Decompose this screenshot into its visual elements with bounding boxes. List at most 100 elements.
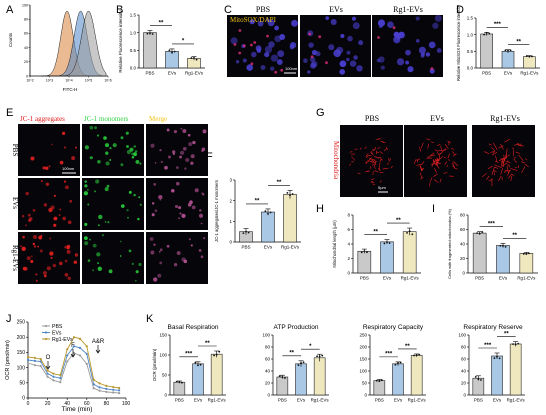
data-point <box>300 362 302 364</box>
data-point <box>388 242 391 244</box>
data-point <box>413 354 415 357</box>
data-point <box>289 194 291 197</box>
y-tick-label: 0 <box>364 393 367 398</box>
cell-signal <box>166 128 170 132</box>
cell-signal <box>97 262 100 265</box>
axis-label-y: OCR (pmol/min) <box>5 340 11 380</box>
legend-marker <box>44 337 48 341</box>
cell-signal <box>128 249 132 253</box>
micrograph-e-0-1 <box>82 124 144 176</box>
category-label: PBS <box>482 71 491 76</box>
cell-signal <box>134 150 138 153</box>
line-point <box>78 354 82 357</box>
cell-signal <box>104 143 110 148</box>
legend-marker <box>44 324 48 328</box>
cell-signal <box>311 49 318 56</box>
cell-signal <box>150 143 155 148</box>
cell-signal <box>380 65 385 70</box>
y-tick-label: 100 <box>359 369 367 374</box>
bar-evs <box>380 241 394 274</box>
y-tick-label: 60 <box>24 32 28 36</box>
data-point <box>193 56 195 59</box>
mitochondrion <box>436 152 439 155</box>
mitochondrion <box>493 171 495 176</box>
mitochondrion <box>369 157 373 160</box>
cell-signal <box>84 145 89 150</box>
scale-bar-label-g: 5μm <box>378 185 387 190</box>
annotation-o: O <box>46 355 51 361</box>
cell-signal <box>339 60 347 68</box>
category-label: Rg1-EVs <box>517 276 536 281</box>
mitochondrion <box>454 167 458 170</box>
cell-signal <box>405 49 411 56</box>
mitochondrion <box>504 138 511 143</box>
cell-signal <box>43 203 48 207</box>
bar-chart-b: 0.0 0.5 1.0 1.5 Relative Fluorescence intens… <box>118 10 205 76</box>
cell-signal <box>84 184 88 188</box>
significance-label: ** <box>516 39 521 45</box>
axis-label-y: Cells with fragmented mitochondria (%) <box>447 208 452 278</box>
cell-signal <box>270 54 279 62</box>
line-point <box>46 375 49 378</box>
mitochondrion <box>351 161 354 163</box>
line-point <box>66 354 69 357</box>
line-point <box>46 372 49 375</box>
y-tick-label: 50 <box>362 381 368 386</box>
mitochondrion <box>374 146 376 151</box>
cell-signal <box>120 136 124 140</box>
cell-signal <box>32 234 38 240</box>
cell-signal <box>398 32 403 37</box>
cell-signal <box>201 147 206 152</box>
cell-signal <box>53 223 57 227</box>
mitosox-signal <box>253 41 257 44</box>
bar-chart-f: 0 1 2 3 JC-1 aggregates/JC-1 monomers PBS EVs R… <box>214 178 301 250</box>
mitochondrion <box>431 163 434 167</box>
mitochondrion <box>375 156 380 159</box>
cell-signal <box>425 52 431 57</box>
cell-signal <box>159 261 163 265</box>
data-point <box>199 363 202 366</box>
axis-label-x: Time (min) <box>62 406 93 413</box>
line-point <box>59 374 62 377</box>
mitochondrion <box>502 159 505 167</box>
mitochondrion <box>429 182 431 187</box>
bar-pbs <box>143 32 157 69</box>
y-tick-label: 0.5 <box>130 48 137 53</box>
bar-evs <box>491 355 503 396</box>
mitochondrion <box>378 137 381 140</box>
mitochondrion <box>452 151 455 155</box>
axis-label-y: Counts <box>8 32 13 47</box>
line-point <box>98 382 101 385</box>
legend-label-pbs: PBS <box>52 324 63 330</box>
y-tick-label: 250 <box>17 320 26 326</box>
scale-bar-label-e: 100nm <box>62 166 75 171</box>
line-point <box>92 387 95 390</box>
y-tick-label: 40 <box>265 369 271 374</box>
bar-chart-d: 0.0 0.5 1.0 1.5 Relative MitoSOX Fluorescenc… <box>456 4 540 81</box>
x-tick-label: 10^3 <box>46 79 53 83</box>
category-label: EVs <box>504 71 513 76</box>
mitochondrion <box>430 141 435 144</box>
cell-signal <box>154 209 158 212</box>
cell-signal <box>179 212 182 215</box>
data-point <box>242 232 245 235</box>
mitochondrion <box>492 142 498 150</box>
data-point <box>264 210 267 213</box>
cell-signal <box>133 145 136 148</box>
cell-signal <box>157 273 162 278</box>
mitochondrion <box>419 165 423 171</box>
mitochondrion <box>447 140 451 144</box>
mitochondrion <box>508 173 513 179</box>
data-point <box>418 353 421 356</box>
line-point <box>105 384 108 387</box>
data-point <box>531 55 533 58</box>
y-tick-label: 50 <box>162 373 168 378</box>
bar-rg1-evs <box>519 253 534 274</box>
mitosox-signal <box>274 70 278 74</box>
cell-signal <box>109 147 112 150</box>
line-point <box>39 364 42 368</box>
cell-signal <box>166 244 170 248</box>
micrograph-e-0-2 <box>146 124 208 176</box>
